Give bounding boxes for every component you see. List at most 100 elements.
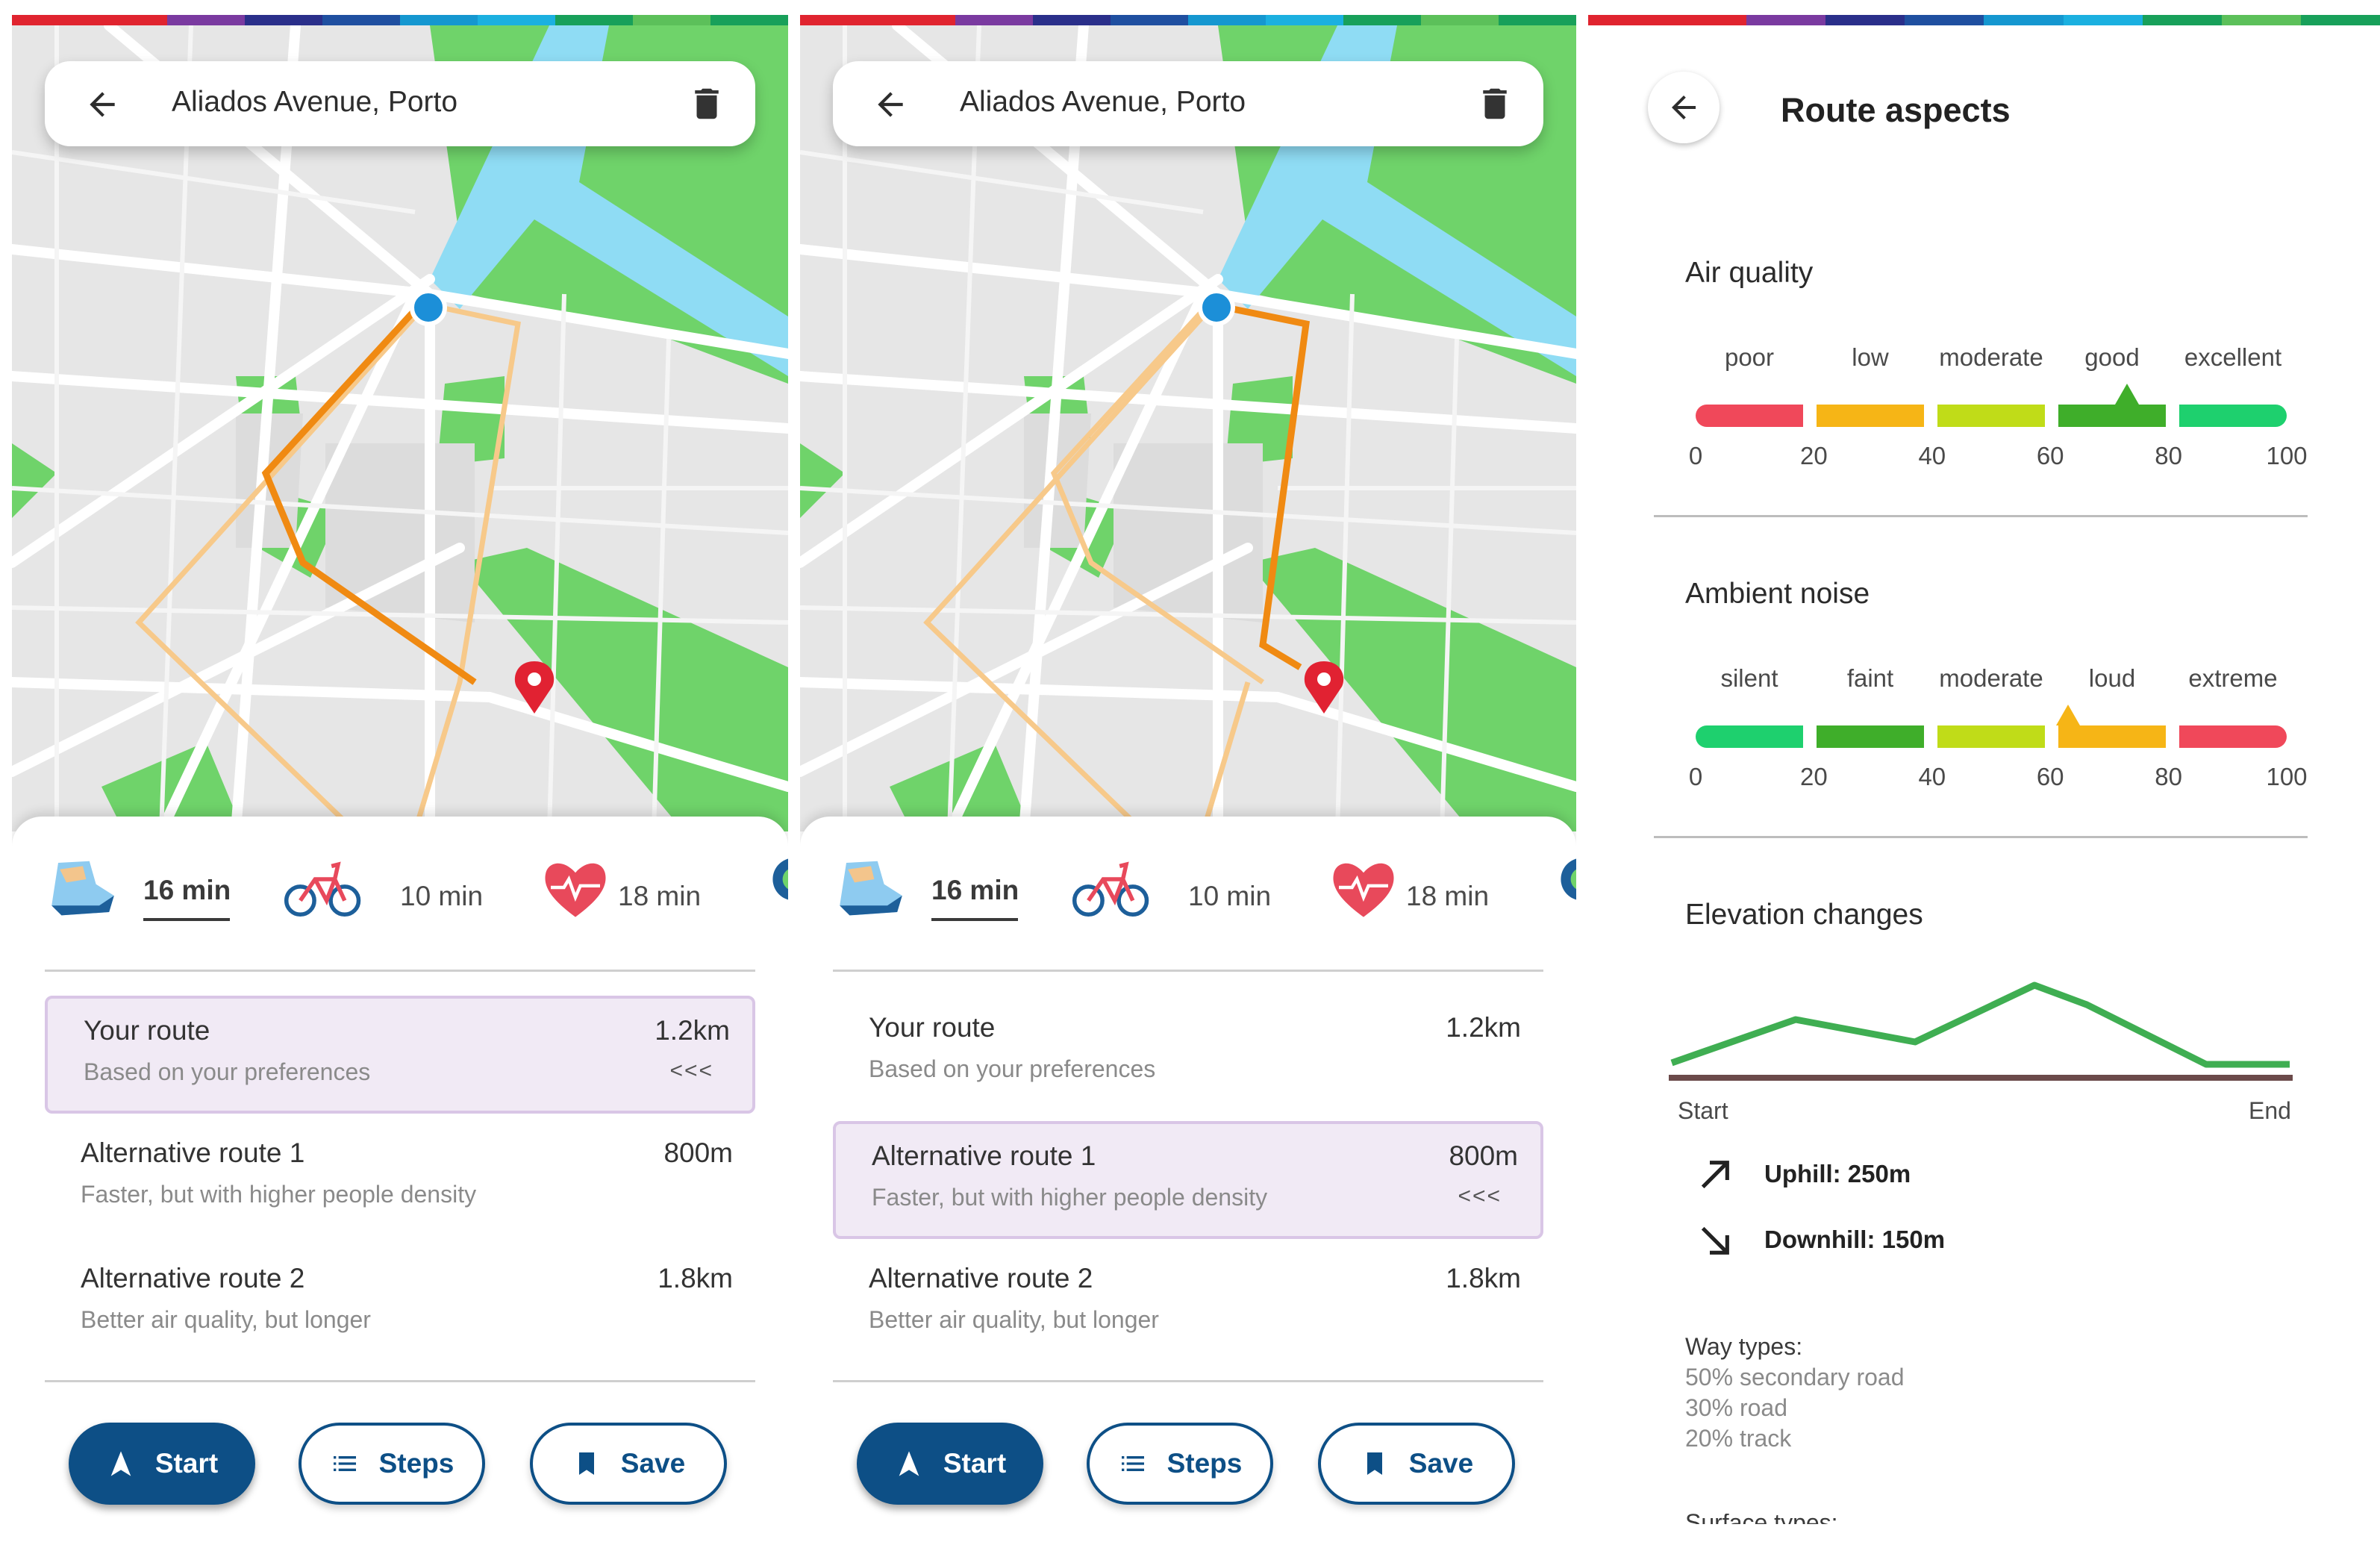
- air-quality-label-excellent: excellent: [2184, 343, 2282, 371]
- search-title: Aliados Avenue, Porto: [960, 86, 1246, 118]
- mode-time-bike[interactable]: 10 min: [1188, 881, 1272, 911]
- bookmark-icon: [578, 1452, 594, 1475]
- ambient-noise-tick: 80: [2155, 763, 2182, 790]
- travel-mode-row: 16 min 10 min 18 min: [12, 846, 788, 928]
- search-bar[interactable]: Aliados Avenue, Porto: [833, 61, 1543, 146]
- travel-mode-row: 16 min 10 min 18 min: [800, 846, 1576, 928]
- route-title: Alternative route 2: [81, 1263, 305, 1293]
- air-quality-label-poor: poor: [1724, 343, 1775, 371]
- scroll-clip: Surface types:: [1588, 1514, 2380, 1524]
- air-quality-label-low: low: [1852, 343, 1889, 371]
- trash-icon[interactable]: [687, 84, 727, 124]
- route-subtitle: Based on your preferences: [84, 1058, 371, 1085]
- divider: [833, 970, 1543, 972]
- air-quality-label-good: good: [2084, 343, 2140, 371]
- air-quality-segment: [1696, 405, 1803, 427]
- route-title: Alternative route 1: [872, 1140, 1096, 1171]
- steps-button[interactable]: Steps: [1087, 1423, 1273, 1505]
- mode-time-walk[interactable]: 16 min: [143, 875, 231, 905]
- park-edge: [800, 443, 845, 518]
- way-types-heading: Way types:: [1685, 1333, 1803, 1360]
- save-button[interactable]: Save: [1318, 1423, 1515, 1505]
- mode-time-bike[interactable]: 10 min: [400, 881, 484, 911]
- air-quality-tick: 40: [1918, 442, 1946, 469]
- map-view[interactable]: [800, 25, 1576, 831]
- ambient-noise-tick: 0: [1688, 763, 1703, 790]
- start-button[interactable]: Start: [857, 1423, 1043, 1505]
- route-expand-arrows[interactable]: <<<: [1458, 1184, 1502, 1208]
- route-distance: 1.8km: [1446, 1263, 1521, 1293]
- start-button-label: Start: [943, 1448, 1007, 1479]
- route-title: Your route: [869, 1012, 996, 1043]
- elevation-start-label: Start: [1678, 1097, 1728, 1124]
- bicycle-icon[interactable]: [1069, 846, 1151, 928]
- air-quality-tick: 20: [1800, 442, 1828, 469]
- ambient-noise-label-moderate: moderate: [1939, 664, 2043, 692]
- trash-icon[interactable]: [1475, 84, 1515, 124]
- walking-shoe-icon[interactable]: [42, 846, 124, 928]
- search-bar[interactable]: Aliados Avenue, Porto: [45, 61, 755, 146]
- stroller-icon[interactable]: [761, 846, 788, 928]
- divider: [1654, 836, 2308, 838]
- route-distance: 1.8km: [658, 1263, 733, 1293]
- steps-button[interactable]: Steps: [299, 1423, 485, 1505]
- mode-time-walk[interactable]: 16 min: [931, 875, 1019, 905]
- route-title: Alternative route 1: [81, 1137, 305, 1168]
- route-active: [261, 303, 477, 685]
- stroller-icon[interactable]: [1549, 846, 1576, 928]
- route-option-alternative-1[interactable]: Alternative route 1 Faster, but with hig…: [833, 1121, 1543, 1239]
- navigation-arrow-icon: [110, 1451, 131, 1476]
- save-button-label: Save: [1408, 1448, 1474, 1479]
- route-alt-3: [923, 314, 1205, 831]
- route-option-alternative-2[interactable]: Alternative route 2 Better air quality, …: [833, 1246, 1543, 1364]
- route-subtitle: Faster, but with higher people density: [872, 1184, 1268, 1211]
- ambient-noise-segment: [1817, 725, 1924, 748]
- route-option-alternative-1[interactable]: Alternative route 1 Faster, but with hig…: [45, 1121, 755, 1239]
- ambient-noise-segment: [2179, 725, 2287, 748]
- ambient-noise-label-faint: faint: [1846, 664, 1894, 692]
- save-button[interactable]: Save: [530, 1423, 727, 1505]
- ambient-noise-tick: 60: [2036, 763, 2064, 790]
- walking-shoe-icon[interactable]: [830, 846, 912, 928]
- route-distance: 800m: [1449, 1140, 1518, 1171]
- divider: [45, 970, 755, 972]
- surface-types-heading: Surface types:: [1685, 1514, 1838, 1524]
- mode-time-health[interactable]: 18 min: [618, 881, 702, 911]
- origin-marker: [1198, 289, 1235, 326]
- air-quality-tick: 100: [2266, 442, 2308, 469]
- elevation-profile-chart: [1669, 981, 2293, 1081]
- mode-time-health[interactable]: 18 min: [1406, 881, 1490, 911]
- elevation-end-label: End: [2249, 1097, 2291, 1124]
- air-quality-tick: 0: [1688, 442, 1703, 469]
- divider: [1654, 515, 2308, 517]
- map-view[interactable]: [12, 25, 788, 831]
- search-title: Aliados Avenue, Porto: [172, 86, 458, 118]
- route-option-your-route[interactable]: Your route Based on your preferences 1.2…: [45, 996, 755, 1114]
- route-alt-1: [1050, 304, 1264, 684]
- back-button[interactable]: [1648, 72, 1720, 143]
- route-distance: 1.2km: [655, 1015, 730, 1046]
- back-arrow-icon[interactable]: [872, 86, 909, 123]
- heart-health-icon[interactable]: [534, 846, 616, 928]
- ambient-noise-tick: 20: [1800, 763, 1828, 790]
- route-subtitle: Better air quality, but longer: [81, 1306, 371, 1333]
- route-expand-arrows[interactable]: <<<: [669, 1058, 713, 1083]
- navigation-arrow-icon: [899, 1451, 919, 1476]
- park-edge: [12, 443, 57, 518]
- back-arrow-icon: [1672, 96, 1696, 119]
- air-quality-segment: [1817, 405, 1924, 427]
- bottom-sheet: 16 min 10 min 18 min Your route Based on…: [12, 817, 788, 1518]
- route-option-your-route[interactable]: Your route Based on your preferences 1.2…: [833, 996, 1543, 1114]
- uphill-arrow-icon: [1701, 1161, 1729, 1189]
- route-subtitle: Based on your preferences: [869, 1055, 1156, 1082]
- route-option-alternative-2[interactable]: Alternative route 2 Better air quality, …: [45, 1246, 755, 1364]
- bicycle-icon[interactable]: [281, 846, 363, 928]
- heart-health-icon[interactable]: [1322, 846, 1405, 928]
- mode-selected-underline: [931, 918, 1018, 921]
- way-type-item: 20% track: [1685, 1425, 1792, 1452]
- bookmark-icon: [1367, 1452, 1382, 1475]
- back-arrow-icon[interactable]: [84, 86, 121, 123]
- start-button[interactable]: Start: [69, 1423, 255, 1505]
- route-title: Alternative route 2: [869, 1263, 1093, 1293]
- ambient-noise-label-silent: silent: [1720, 664, 1778, 692]
